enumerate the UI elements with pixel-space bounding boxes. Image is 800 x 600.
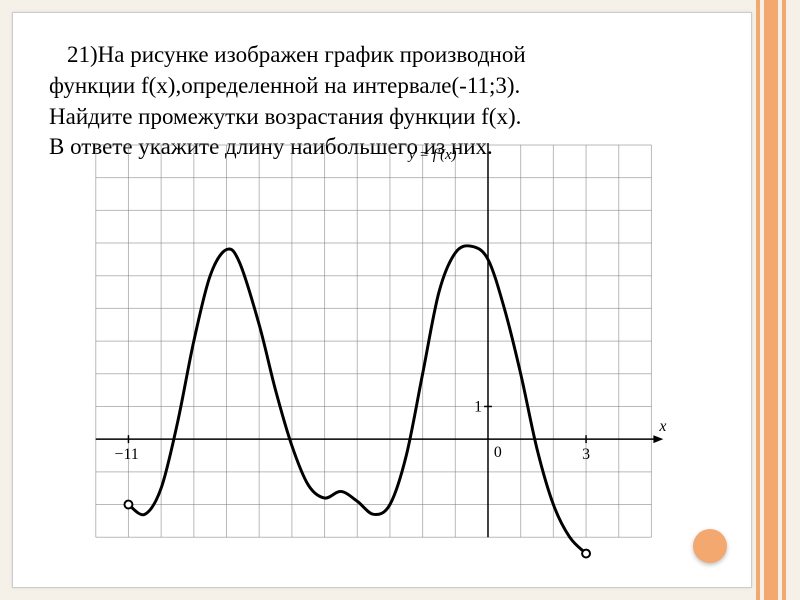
- problem-text: 21)На рисунке изображен график производн…: [13, 13, 751, 162]
- problem-line: Найдите промежутки возрастания функции f…: [49, 103, 715, 132]
- svg-text:3: 3: [582, 446, 590, 463]
- problem-line: 21)На рисунке изображен график производн…: [49, 41, 715, 70]
- svg-text:y = f'(x): y = f'(x): [407, 147, 457, 163]
- derivative-chart: −11 0 1 3 y = f'(x) x: [93, 143, 663, 543]
- svg-text:1: 1: [474, 398, 482, 415]
- svg-text:0: 0: [494, 444, 502, 461]
- next-button[interactable]: [693, 529, 727, 563]
- chart-svg: −11 0 1 3 y = f'(x) x: [93, 143, 674, 559]
- svg-text:−11: −11: [115, 446, 139, 463]
- problem-line: функции f(x),определенной на интервале(-…: [49, 72, 715, 101]
- slide-content: 21)На рисунке изображен график производн…: [12, 12, 752, 588]
- svg-text:x: x: [658, 418, 666, 435]
